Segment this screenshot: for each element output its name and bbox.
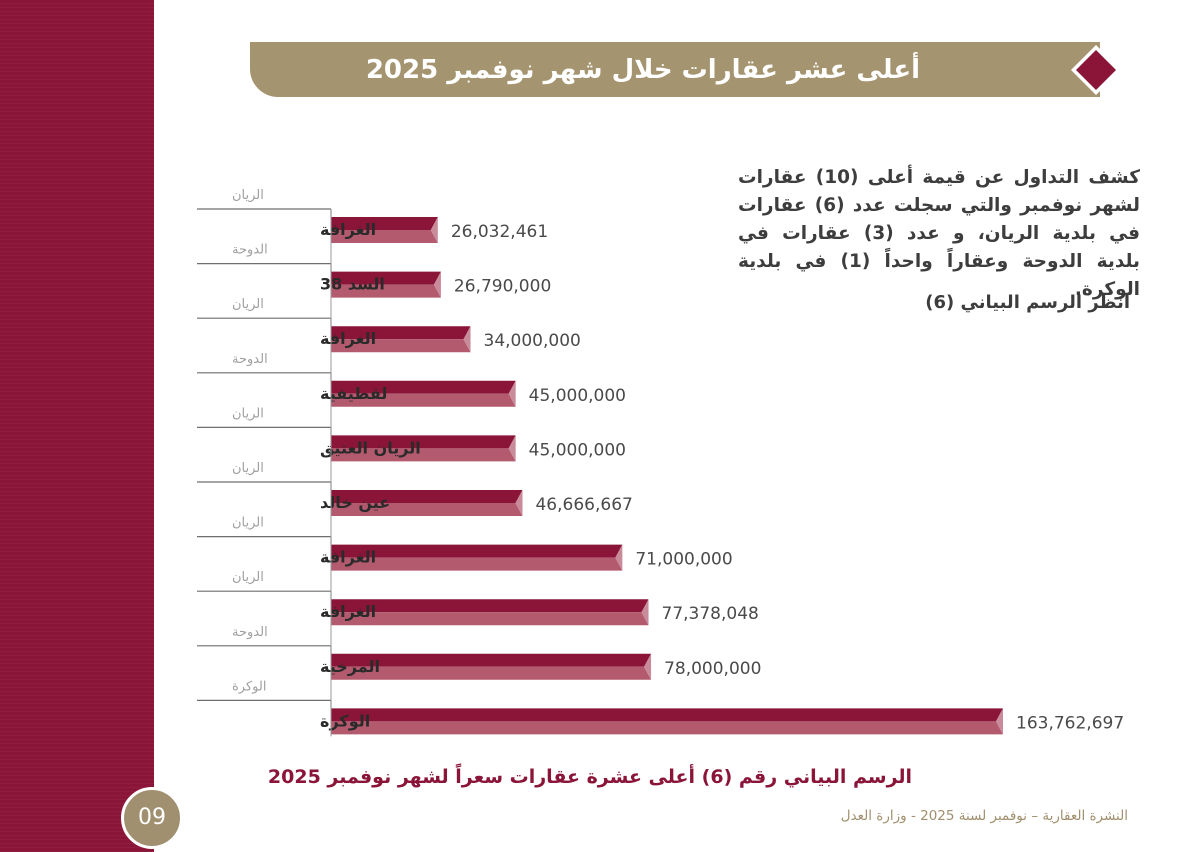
bar-top <box>331 271 441 285</box>
value-label: 71,000,000 <box>635 550 732 570</box>
municipality-label: الريان <box>232 297 264 312</box>
bar-bottom <box>331 284 441 298</box>
bar-top <box>331 490 523 503</box>
municipality-label: الدوحة <box>232 243 268 258</box>
category-label: السد 38 <box>320 275 385 294</box>
bar-bottom <box>331 393 516 407</box>
category-label: لقطيفية <box>320 384 387 403</box>
category-label: الغرافة <box>320 548 376 567</box>
bar-bottom <box>331 339 471 353</box>
bar-end <box>508 435 516 462</box>
category-label: الغرافة <box>320 329 376 348</box>
diamond-icon <box>1071 45 1121 95</box>
bar-bottom <box>331 721 1003 735</box>
bar-end <box>430 217 438 243</box>
municipality-label: الريان <box>232 461 264 476</box>
bar-top <box>331 380 516 394</box>
value-label: 77,378,048 <box>662 604 759 624</box>
municipality-label: الريان <box>232 516 264 531</box>
value-label: 46,666,667 <box>535 495 632 515</box>
category-label: الريان العتيق <box>320 438 421 457</box>
bar-end <box>508 380 516 407</box>
value-label: 163,762,697 <box>1016 713 1124 733</box>
category-label: الغرافة <box>320 602 376 621</box>
value-label: 26,032,461 <box>451 222 548 242</box>
bar-bottom <box>331 503 523 516</box>
page-number: 09 <box>121 787 183 849</box>
value-label: 34,000,000 <box>484 331 581 351</box>
category-label: عين خالد <box>320 493 390 512</box>
category-label: الغرافة <box>320 220 376 239</box>
bar-bottom <box>331 666 652 680</box>
bar-end <box>433 271 441 298</box>
municipality-label: الريان <box>232 570 264 585</box>
bar-bottom <box>331 230 438 243</box>
bar-bottom <box>331 448 516 462</box>
bar-end <box>615 544 623 571</box>
municipality-label: الدوحة <box>232 352 268 367</box>
bar-end <box>641 599 649 626</box>
municipality-label: الدوحة <box>232 625 268 640</box>
value-label: 78,000,000 <box>664 659 761 679</box>
municipality-label: الوكرة <box>232 679 266 694</box>
bar-top <box>331 544 623 558</box>
description-text: كشف التداول عن قيمة أعلى (10) عقارات لشه… <box>738 167 1140 300</box>
category-label: الوكرة <box>320 711 370 730</box>
bar-end <box>644 653 652 680</box>
bar-end <box>996 708 1003 735</box>
category-label: المرخية <box>320 657 380 676</box>
bar-bottom <box>331 612 649 626</box>
footer-text: النشرة العقارية – نوفمبر لسنة 2025 - وزا… <box>840 808 1128 824</box>
bar-top <box>331 326 471 340</box>
chart-caption: الرسم البياني رقم (6) أعلى عشرة عقارات س… <box>267 766 913 788</box>
bar-top <box>331 708 1003 722</box>
municipality-label: الريان <box>232 188 264 203</box>
bar-bottom <box>331 557 623 571</box>
bar-top <box>331 653 652 667</box>
bar-top <box>331 435 516 449</box>
page-title: أعلى عشر عقارات خلال شهر نوفمبر 2025 <box>365 55 920 85</box>
value-label: 45,000,000 <box>529 386 626 406</box>
title-banner <box>250 42 1100 97</box>
bar-top <box>331 217 438 230</box>
bar-end <box>463 326 471 353</box>
municipality-label: الريان <box>232 406 264 421</box>
bar-end <box>515 490 523 516</box>
bar-top <box>331 599 649 613</box>
value-label: 26,790,000 <box>454 277 551 297</box>
side-band <box>0 0 154 852</box>
value-label: 45,000,000 <box>529 440 626 460</box>
see-chart-note: انظر الرسم البياني (6) <box>925 292 1130 313</box>
